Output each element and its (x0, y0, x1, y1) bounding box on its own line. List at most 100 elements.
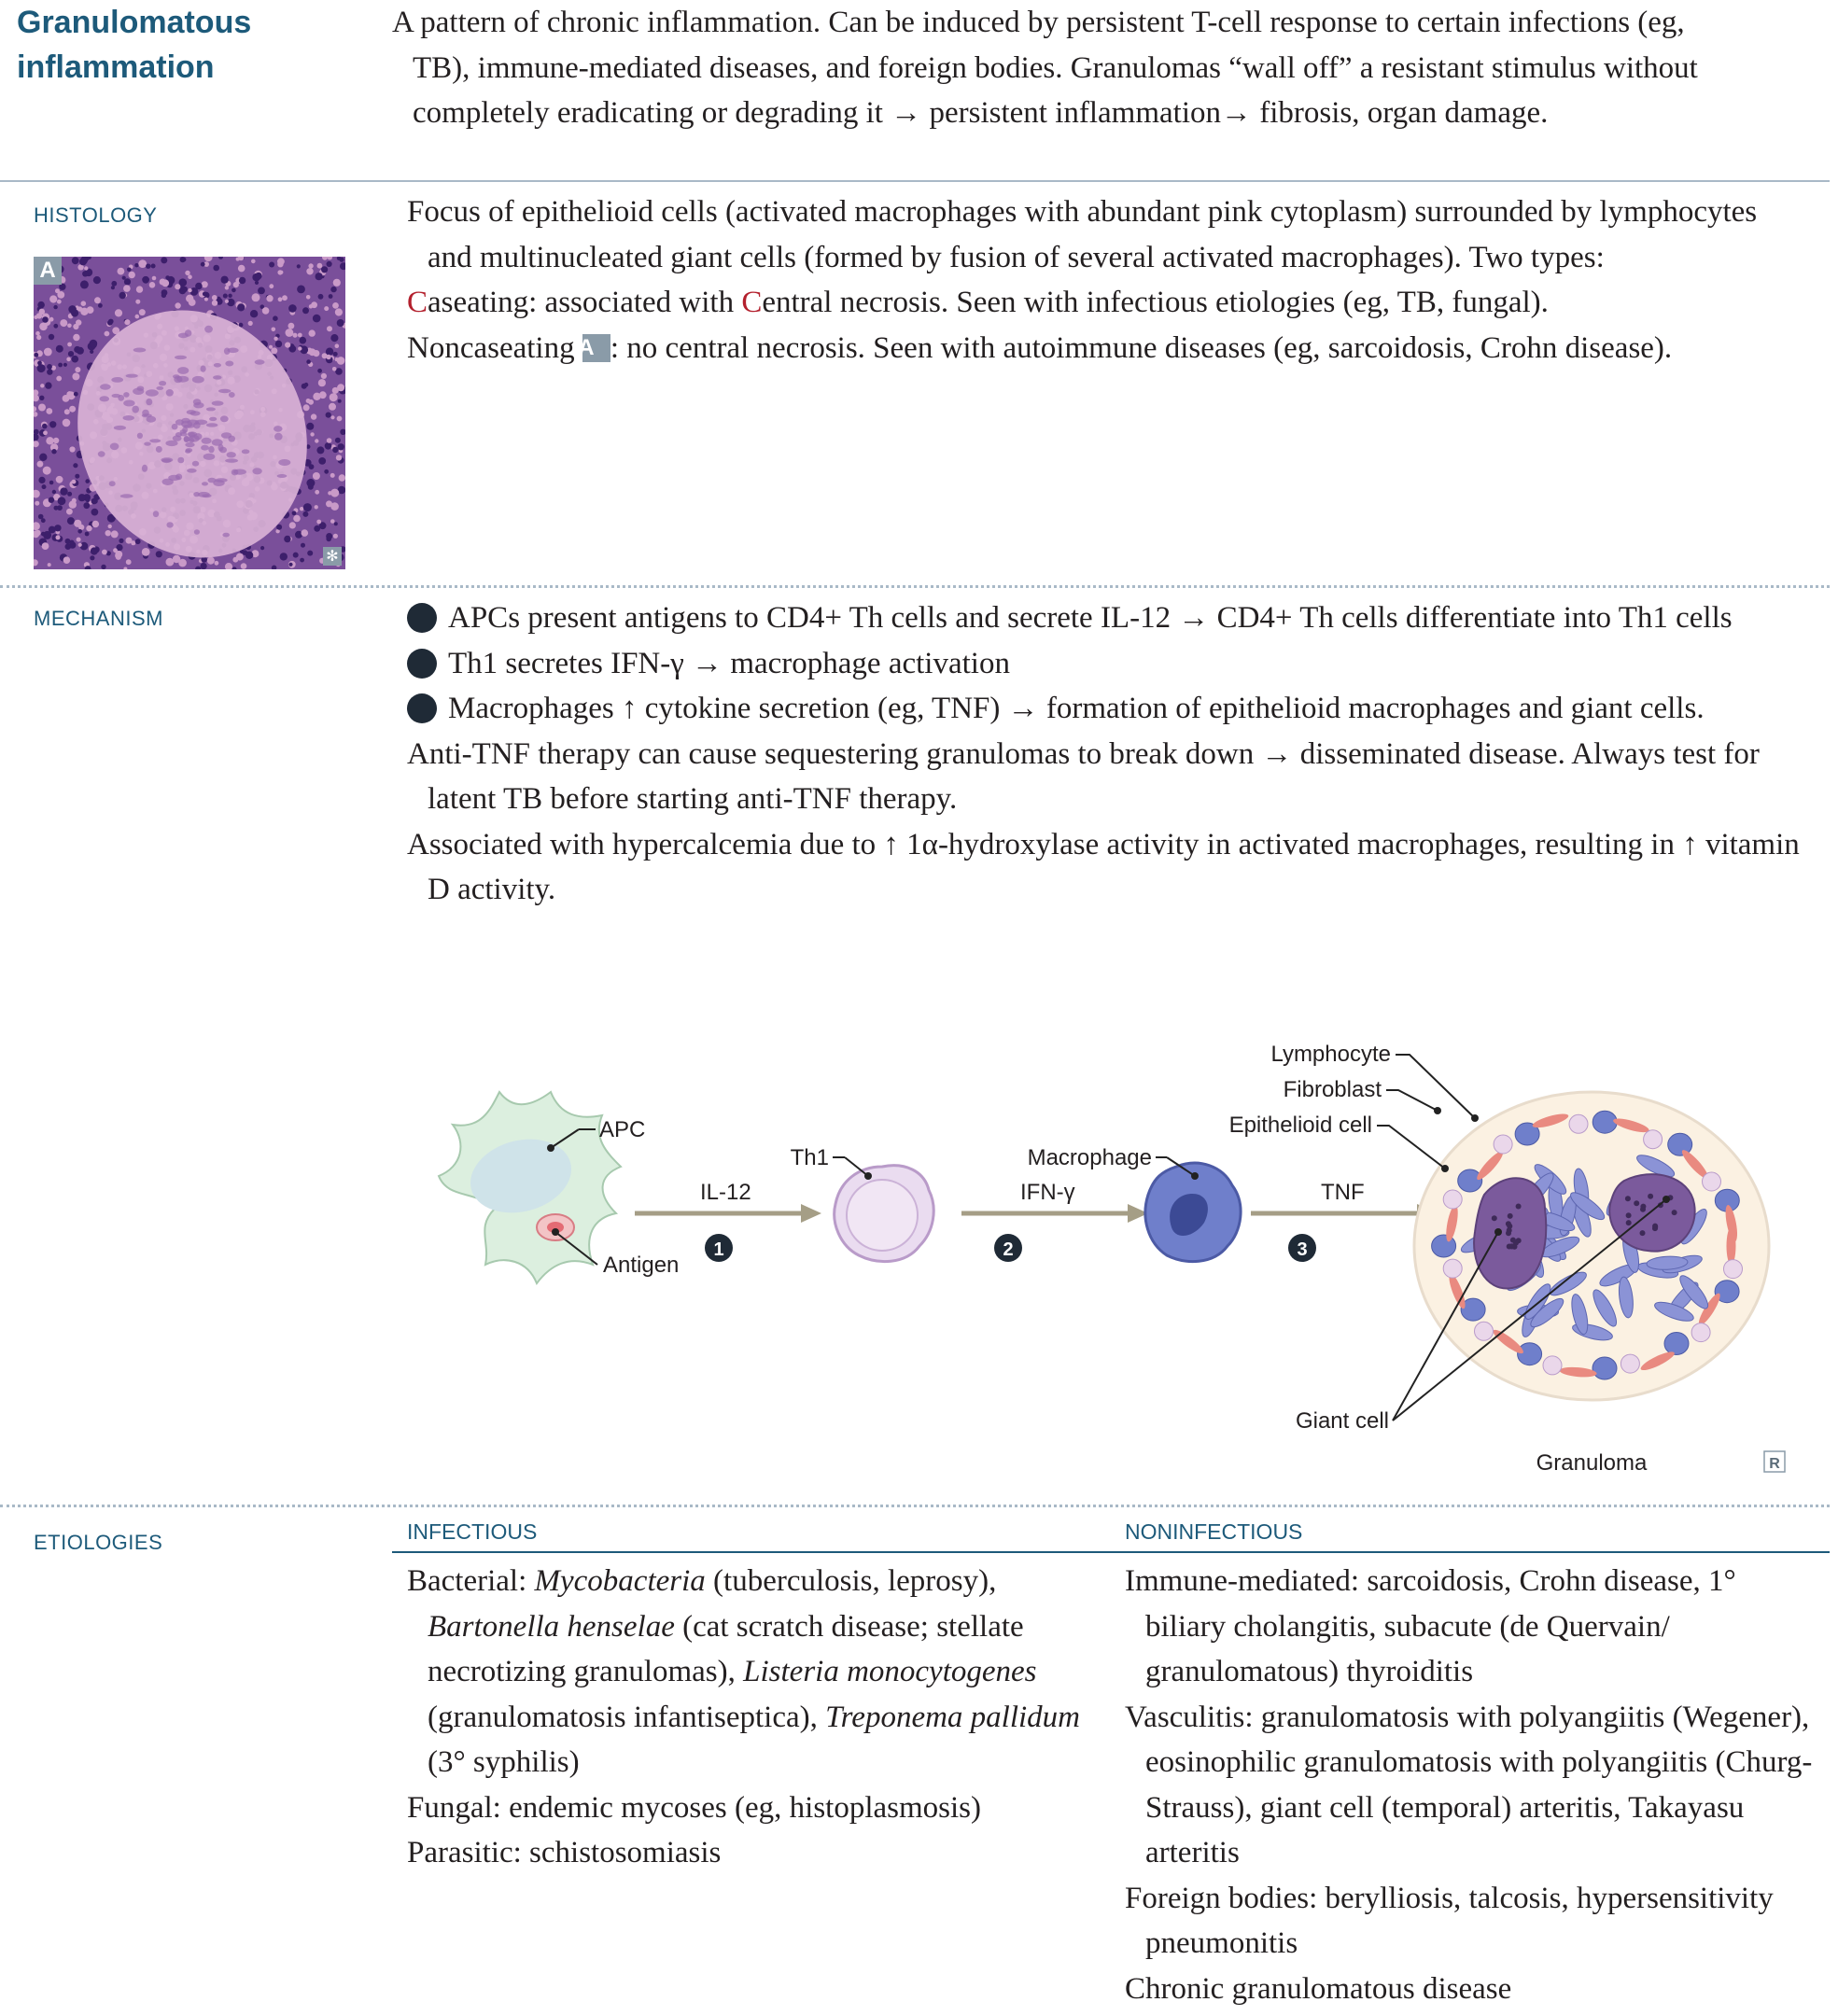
step-2-marker (994, 1234, 1022, 1262)
apc-leader (550, 1128, 580, 1149)
antigen-leader (554, 1231, 598, 1266)
macrophage-mark (1667, 1132, 1693, 1156)
epithelioid-mark (1636, 1155, 1676, 1178)
infectious-list: Bacterial: Mycobacteria (tuberculosis, l… (407, 1559, 1116, 1876)
epithelioid-mark (1571, 1294, 1589, 1336)
etiology-foreign: Foreign bodies: berylliosis, talcosis, h… (1125, 1881, 1774, 1961)
macrophage-mark (1517, 1342, 1543, 1366)
giant-cell-label: Giant cell (1296, 1408, 1389, 1434)
epithelioid-mark (1646, 1255, 1689, 1270)
lymphocyte-mark (1474, 1321, 1494, 1341)
title-divider (0, 180, 1830, 182)
fibroblast-mark (1640, 1351, 1675, 1371)
histology-text: Focus of epithelioid cells (activated ma… (407, 189, 1789, 371)
fibroblast-mark (1532, 1113, 1569, 1128)
antigen-label: Antigen (603, 1253, 679, 1278)
lymphocyte-mark (1568, 1113, 1589, 1134)
macrophage-mark (1592, 1110, 1618, 1134)
fibroblast-mark (1493, 1329, 1523, 1354)
svg-text:1: 1 (713, 1239, 723, 1260)
epithelioid-mark (1679, 1275, 1709, 1309)
svg-text:3: 3 (1297, 1239, 1307, 1260)
etiology-parasitic: Parasitic: schistosomiasis (407, 1836, 722, 1869)
granuloma (1412, 1090, 1771, 1402)
macrophage-mark (1431, 1234, 1457, 1258)
rx-icon (1763, 1450, 1786, 1473)
etiologies-label: ETIOLOGIES (34, 1531, 163, 1554)
macrophage-mark (1460, 1297, 1486, 1322)
fibroblast-label: Fibroblast (1284, 1077, 1382, 1102)
fibroblast-mark (1559, 1366, 1597, 1378)
infectious-header: INFECTIOUS (407, 1519, 538, 1544)
epithelioid-mark (1524, 1283, 1551, 1320)
macrophage-cell (1143, 1161, 1242, 1264)
mechanism-step-2: 2 Th1 secretes IFN-γ → macrophage activat… (394, 646, 1010, 680)
epithelioid-label: Epithelioid cell (1229, 1113, 1372, 1138)
histology-image: A ✻ (34, 257, 345, 569)
noninfectious-list: Immune-mediated: sarcoidosis, Crohn dise… (1125, 1559, 1816, 2011)
ifn-label: IFN-γ (1020, 1180, 1075, 1205)
epithelioid-mark (1570, 1192, 1606, 1221)
page-title: Granulomatous inflammation (17, 5, 252, 85)
mechanism-text: 1 APCs present antigens to CD4+ Th cells … (394, 595, 1807, 913)
mechanism-note-2: Associated with hypercalcemia due to ↑ 1… (407, 827, 1800, 907)
lymphocyte-mark (1493, 1134, 1513, 1155)
lymphocyte-mark (1702, 1171, 1721, 1192)
tnf-label: TNF (1321, 1180, 1365, 1205)
svg-text:2: 2 (1003, 1239, 1013, 1260)
histology-caseating: Caseating: associated with Central necro… (407, 286, 1549, 319)
macrophage-mark (1663, 1332, 1690, 1355)
apc-label: APC (599, 1117, 645, 1142)
etiology-fungal: Fungal: endemic mycoses (eg, histoplasmo… (407, 1790, 981, 1825)
histology-label: HISTOLOGY (34, 203, 158, 227)
macrophage-mark (1714, 1280, 1740, 1304)
lymphocyte-mark (1442, 1189, 1463, 1210)
lymphocyte-mark (1643, 1129, 1663, 1150)
image-badge-a: A (34, 257, 62, 285)
etiology-bacterial: Bacterial: Mycobacteria (tuberculosis, l… (407, 1564, 1081, 1779)
il12-label: IL-12 (700, 1180, 751, 1205)
intro-paragraph: A pattern of chronic inflammation. Can b… (392, 6, 1698, 130)
macrophage-label: Macrophage (1028, 1145, 1152, 1170)
epithelioid-mark (1618, 1276, 1634, 1319)
etiologies-header-rule (392, 1551, 1830, 1553)
fibroblast-mark (1477, 1151, 1503, 1181)
histology-p1: Focus of epithelioid cells (activated ma… (407, 195, 1758, 274)
macrophage-mark (1592, 1356, 1618, 1380)
giant-cell-2 (1608, 1173, 1696, 1253)
lymphocyte-mark (1691, 1323, 1711, 1343)
asterisk-icon: ✻ (323, 547, 342, 566)
fibroblast-mark (1613, 1118, 1649, 1133)
histology-divider (0, 585, 1830, 588)
lymphocyte-mark (1542, 1355, 1563, 1376)
fibroblast-mark (1681, 1150, 1708, 1179)
lymphocyte-label: Lymphocyte (1270, 1042, 1391, 1067)
step-3-marker (1288, 1234, 1316, 1262)
step-1-marker (705, 1234, 733, 1262)
lymphocyte-mark (1723, 1259, 1743, 1280)
mechanism-step-1: 1 APCs present antigens to CD4+ Th cells … (394, 601, 1733, 635)
epithelioid-mark (1592, 1289, 1617, 1327)
etiology-immune: Immune-mediated: sarcoidosis, Crohn dise… (1125, 1564, 1736, 1688)
mechanism-step-3: 3 Macrophages ↑ cytokine secretion (eg, T… (394, 692, 1705, 725)
intro-text: A pattern of chronic inflammation. Can b… (392, 0, 1699, 136)
histology-noncaseating: Noncaseating A: no central necrosis. See… (407, 330, 1673, 365)
fibroblast-mark (1698, 1293, 1720, 1325)
svg-text:R: R (1769, 1456, 1780, 1472)
epithelioid-mark (1530, 1297, 1564, 1328)
fibroblast-mark (1446, 1205, 1458, 1242)
apc-cell (437, 1090, 623, 1286)
noninfectious-header: NONINFECTIOUS (1125, 1519, 1303, 1544)
macrophage-mark (1514, 1122, 1540, 1146)
granuloma-label: Granuloma (1536, 1450, 1648, 1476)
etiology-cgd: Chronic granulomatous disease (1125, 1971, 1512, 2006)
inline-badge-a: A (578, 333, 610, 362)
th1-label: Th1 (791, 1145, 829, 1170)
mechanism-divider (0, 1505, 1830, 1507)
mechanism-label: MECHANISM (34, 607, 163, 630)
lymphocyte-mark (1442, 1258, 1463, 1279)
fibroblast-mark (1725, 1205, 1738, 1242)
macrophage-mark (1457, 1169, 1483, 1193)
mechanism-note-1: Anti-TNF therapy can cause sequestering … (407, 736, 1760, 817)
lymphocyte-mark (1620, 1353, 1640, 1374)
